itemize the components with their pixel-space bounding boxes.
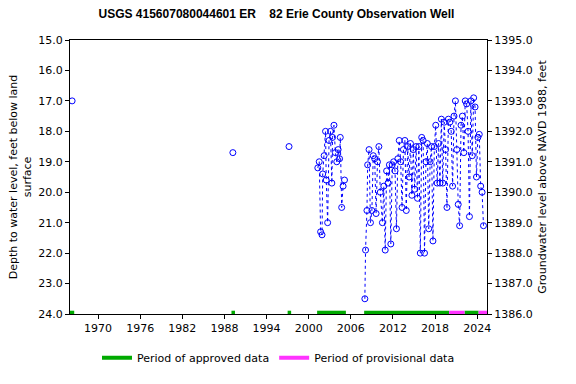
- svg-text:1393.0: 1393.0: [494, 95, 533, 108]
- svg-text:24.0: 24.0: [38, 308, 63, 321]
- svg-text:2012: 2012: [379, 322, 407, 335]
- svg-text:1970: 1970: [84, 322, 112, 335]
- svg-text:23.0: 23.0: [38, 277, 63, 290]
- svg-text:2006: 2006: [337, 322, 365, 335]
- svg-text:2024: 2024: [463, 322, 491, 335]
- svg-text:1388.0: 1388.0: [494, 247, 533, 260]
- svg-text:1392.0: 1392.0: [494, 125, 533, 138]
- svg-text:21.0: 21.0: [38, 217, 63, 230]
- svg-text:20.0: 20.0: [38, 186, 63, 199]
- svg-text:Groundwater level above NAVD 1: Groundwater level above NAVD 1988, feet: [536, 60, 549, 294]
- svg-text:1386.0: 1386.0: [494, 308, 533, 321]
- svg-text:18.0: 18.0: [38, 125, 63, 138]
- svg-text:1976: 1976: [126, 322, 154, 335]
- svg-text:15.0: 15.0: [38, 34, 63, 47]
- svg-text:1988: 1988: [210, 322, 238, 335]
- svg-text:1994: 1994: [253, 322, 281, 335]
- svg-text:1389.0: 1389.0: [494, 217, 533, 230]
- svg-text:1982: 1982: [168, 322, 196, 335]
- svg-text:17.0: 17.0: [38, 95, 63, 108]
- svg-text:16.0: 16.0: [38, 64, 63, 77]
- svg-text:2018: 2018: [421, 322, 449, 335]
- svg-text:22.0: 22.0: [38, 247, 63, 260]
- svg-text:19.0: 19.0: [38, 156, 63, 169]
- svg-text:Period of approved data: Period of approved data: [137, 352, 269, 365]
- svg-text:2000: 2000: [295, 322, 323, 335]
- svg-text:1391.0: 1391.0: [494, 156, 533, 169]
- svg-text:Depth to water level, feet bel: Depth to water level, feet below landsur…: [7, 75, 34, 280]
- svg-text:Period of provisional data: Period of provisional data: [314, 352, 454, 365]
- svg-text:1390.0: 1390.0: [494, 186, 533, 199]
- svg-text:1394.0: 1394.0: [494, 64, 533, 77]
- svg-text:1387.0: 1387.0: [494, 277, 533, 290]
- svg-text:USGS 415607080044601 ER 82: USGS 415607080044601 ER 82 Erie County O…: [99, 7, 455, 21]
- svg-text:1395.0: 1395.0: [494, 34, 533, 47]
